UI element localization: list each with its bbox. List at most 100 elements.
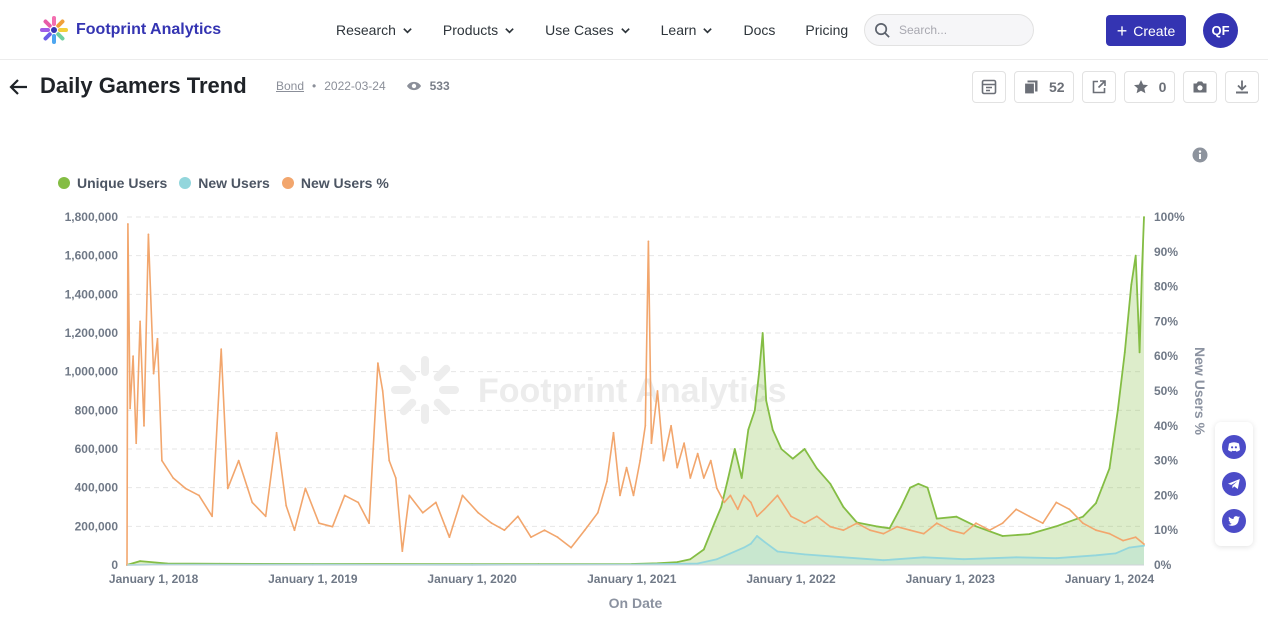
- info-icon[interactable]: [1192, 147, 1208, 163]
- data-point-new-users: [612, 431, 615, 434]
- user-avatar[interactable]: QF: [1203, 13, 1238, 48]
- data-point-new-users: [632, 494, 635, 497]
- data-point-new-users: [198, 494, 200, 497]
- data-point-new-users: [1041, 522, 1044, 525]
- duplicate-button[interactable]: 52: [1014, 71, 1074, 103]
- watermark-petal: [433, 364, 451, 382]
- back-arrow-icon[interactable]: [8, 76, 30, 98]
- nav-label: Pricing: [805, 22, 849, 38]
- data-point-new-users: [750, 542, 752, 545]
- data-point-unique-users: [753, 409, 756, 412]
- data-point-unique-users: [771, 428, 774, 431]
- y-left-tick-label: 200,000: [75, 519, 119, 533]
- data-point-new-users: [647, 240, 650, 243]
- data-point-new-users: [922, 532, 925, 535]
- legend-label: Unique Users: [77, 175, 168, 191]
- y-right-tick-label: 40%: [1154, 419, 1178, 433]
- logo-text: Footprint Analytics: [76, 21, 222, 38]
- data-point-unique-users: [917, 482, 920, 485]
- data-point-unique-users: [888, 527, 891, 530]
- search-input[interactable]: [899, 23, 1019, 37]
- chevron-down-icon: [403, 27, 412, 34]
- data-point-new-users: [803, 553, 806, 556]
- data-point-new-users: [639, 459, 641, 462]
- legend-dot: [58, 177, 70, 189]
- download-button[interactable]: [1225, 71, 1260, 103]
- data-point-new-users: [1028, 515, 1031, 518]
- data-point-unique-users: [815, 467, 818, 470]
- share-button[interactable]: [1081, 71, 1116, 103]
- data-point-new-users: [689, 477, 692, 479]
- data-point-unique-users: [1055, 525, 1058, 528]
- nav-use-cases[interactable]: Use Cases: [545, 22, 630, 38]
- daily-gamers-chart: 0 200,000 400,000 600,000 800,000 1,000,000 1,…: [65, 210, 1208, 611]
- data-point-new-users: [343, 494, 346, 497]
- watermark-text: Footprint Analytics: [478, 372, 787, 410]
- table-view-button[interactable]: [972, 71, 1006, 103]
- create-button[interactable]: + Create: [1106, 15, 1186, 46]
- data-point-new-users: [650, 442, 653, 445]
- legend-unique-users[interactable]: Unique Users: [58, 175, 167, 191]
- watermark-petal: [421, 356, 429, 376]
- table-icon: [981, 79, 997, 95]
- y-right-tick-label: 70%: [1154, 314, 1178, 328]
- data-point-unique-users: [1116, 409, 1119, 412]
- data-point-new-users: [127, 223, 129, 225]
- nav-products[interactable]: Products: [443, 22, 515, 38]
- data-point-new-users: [656, 390, 659, 392]
- data-point-new-users: [331, 525, 334, 528]
- twitter-link[interactable]: [1222, 509, 1246, 534]
- nav-pricing[interactable]: Pricing: [805, 22, 848, 38]
- data-point-new-users: [435, 501, 437, 504]
- data-point-new-users: [543, 529, 546, 532]
- data-point-new-users: [381, 390, 384, 392]
- data-point-new-users: [570, 546, 572, 549]
- social-links: [1215, 422, 1253, 546]
- snapshot-button[interactable]: [1183, 71, 1218, 103]
- data-point-unique-users: [733, 448, 736, 450]
- data-point-unique-users: [875, 525, 877, 528]
- data-point-new-users: [156, 337, 159, 340]
- data-point-new-users: [318, 522, 320, 525]
- data-point-unique-users: [1123, 351, 1126, 354]
- data-point-unique-users: [1082, 515, 1084, 518]
- author-link[interactable]: Bond: [276, 79, 305, 93]
- data-point-new-users: [842, 556, 845, 559]
- favorite-count: 0: [1158, 79, 1167, 95]
- data-point-new-users: [517, 515, 519, 518]
- discord-link[interactable]: [1222, 434, 1246, 459]
- legend-new-users-pct[interactable]: New Users %: [281, 175, 389, 191]
- data-point-new-users: [962, 558, 965, 561]
- nav-docs[interactable]: Docs: [743, 22, 775, 38]
- data-point-new-users: [490, 522, 493, 525]
- search-box[interactable]: [864, 14, 1034, 46]
- telegram-icon: [1228, 478, 1240, 489]
- data-point-new-users: [842, 529, 845, 532]
- data-point-new-users: [743, 546, 745, 549]
- data-point-new-users: [662, 459, 665, 462]
- data-point-new-users: [869, 529, 871, 532]
- telegram-link[interactable]: [1222, 471, 1246, 496]
- dashboard-actions: 52 0: [972, 71, 1260, 103]
- download-icon: [1236, 80, 1249, 94]
- nav-label: Docs: [743, 22, 776, 38]
- nav-research[interactable]: Research: [336, 22, 413, 38]
- data-point-new-users: [949, 529, 952, 532]
- x-tick-label: January 1, 2024: [1065, 572, 1155, 586]
- legend-new-users[interactable]: New Users: [179, 175, 270, 191]
- favorite-button[interactable]: 0: [1123, 71, 1176, 103]
- data-point-unique-users: [740, 477, 743, 479]
- data-point-new-users: [856, 522, 858, 525]
- nav-learn[interactable]: Learn: [661, 22, 714, 38]
- data-point-new-users: [670, 424, 672, 427]
- data-point-unique-users: [803, 448, 806, 450]
- data-point-unique-users: [713, 521, 716, 524]
- footprint-logo[interactable]: Footprint Analytics: [38, 14, 221, 46]
- x-tick-label: January 1, 2021: [587, 572, 677, 586]
- data-point-new-users: [377, 362, 379, 365]
- legend-dot: [179, 177, 192, 189]
- data-point-new-users: [1095, 554, 1097, 557]
- y-right-tick-label: 60%: [1154, 349, 1178, 363]
- nav-label: Learn: [660, 22, 697, 38]
- data-point-unique-users: [955, 515, 958, 518]
